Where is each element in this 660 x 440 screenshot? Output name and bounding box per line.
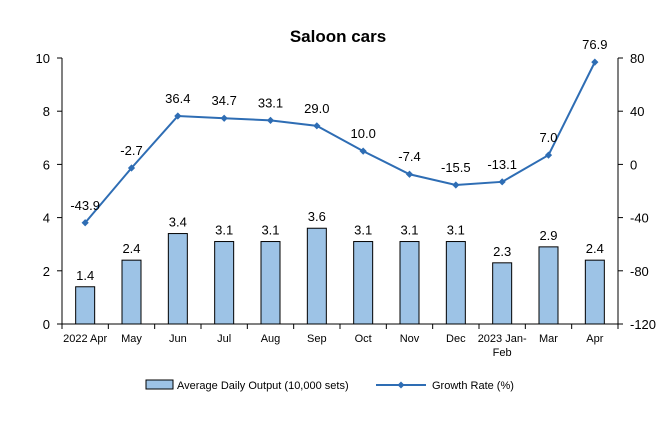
left-y-tick-label: 8 xyxy=(43,104,50,119)
line-data-label: 33.1 xyxy=(258,95,283,110)
bar-average-daily-output xyxy=(260,241,281,325)
bar-data-label: 3.1 xyxy=(400,223,418,238)
bar-data-label: 2.4 xyxy=(122,241,140,256)
right-y-tick-label: 40 xyxy=(630,104,644,119)
x-tick-label: Jul xyxy=(217,333,231,345)
growth-rate-point xyxy=(81,219,89,227)
bar-data-label: 3.6 xyxy=(308,209,326,224)
legend-bar-swatch xyxy=(145,379,174,390)
left-y-tick-label: 0 xyxy=(43,317,50,332)
right-y-tick-label: -120 xyxy=(630,317,656,332)
x-tick-label: Aug xyxy=(261,333,281,345)
growth-rate-point xyxy=(544,151,553,159)
growth-rate-point xyxy=(498,178,506,186)
line-data-label: 7.0 xyxy=(539,130,557,145)
bar-average-daily-output xyxy=(306,227,327,325)
x-tick-label: Mar xyxy=(539,333,558,345)
x-tick-label: Oct xyxy=(355,333,372,345)
growth-rate-point xyxy=(405,170,414,178)
bar-average-daily-output xyxy=(584,259,605,325)
bar-data-label: 2.4 xyxy=(586,241,604,256)
line-data-label: -7.4 xyxy=(398,149,420,164)
growth-rate-point xyxy=(313,122,321,130)
growth-rate-point xyxy=(266,116,275,124)
left-y-tick-label: 2 xyxy=(43,264,50,279)
line-data-label: -15.5 xyxy=(441,160,471,175)
line-data-label: 36.4 xyxy=(165,91,190,106)
bar-average-daily-output xyxy=(167,233,188,325)
bar-average-daily-output xyxy=(538,246,559,325)
x-tick-label: Nov xyxy=(400,333,420,345)
x-tick-label: 2023 Jan-Feb xyxy=(478,333,527,359)
bar-data-label: 3.1 xyxy=(447,223,465,238)
bar-average-daily-output xyxy=(445,241,466,325)
left-y-tick-label: 6 xyxy=(43,157,50,172)
x-tick-label: Apr xyxy=(586,333,603,345)
x-tick-label: Jun xyxy=(169,333,187,345)
chart-title: Saloon cars xyxy=(290,27,386,46)
right-y-tick-label: -40 xyxy=(630,211,649,226)
bar-data-label: 1.4 xyxy=(76,268,94,283)
left-y-tick-label: 4 xyxy=(43,211,50,226)
x-tick-label: Sep xyxy=(307,333,327,345)
left-y-tick-label: 10 xyxy=(36,51,50,66)
bar-data-label: 3.1 xyxy=(261,223,279,238)
right-y-tick-label: 80 xyxy=(630,51,644,66)
growth-rate-point xyxy=(174,112,182,120)
legend-line-marker xyxy=(397,381,405,389)
x-tick-label: May xyxy=(121,333,142,345)
x-tick-label: 2022 Apr xyxy=(63,333,107,345)
line-data-label: -2.7 xyxy=(120,143,142,158)
growth-rate-point xyxy=(127,164,136,172)
right-y-tick-label: 0 xyxy=(630,157,637,172)
line-data-label: 29.0 xyxy=(304,101,329,116)
growth-rate-point xyxy=(359,147,367,155)
legend-line-label: Growth Rate (%) xyxy=(432,380,514,392)
growth-rate-point xyxy=(220,114,228,122)
x-tick-label: Dec xyxy=(446,333,466,345)
right-y-tick-label: -80 xyxy=(630,264,649,279)
bar-data-label: 2.3 xyxy=(493,244,511,259)
bar-average-daily-output xyxy=(353,241,374,325)
growth-rate-line xyxy=(84,61,596,224)
line-data-label: 76.9 xyxy=(582,37,607,52)
growth-rate-point xyxy=(452,181,460,189)
line-data-label: 34.7 xyxy=(212,93,237,108)
bar-average-daily-output xyxy=(214,241,235,325)
growth-rate-point xyxy=(591,58,599,66)
bar-data-label: 3.1 xyxy=(215,223,233,238)
legend-bar-label: Average Daily Output (10,000 sets) xyxy=(177,380,349,392)
bar-average-daily-output xyxy=(399,241,420,325)
bar-average-daily-output xyxy=(121,259,142,325)
line-data-label: 10.0 xyxy=(351,126,376,141)
bar-data-label: 2.9 xyxy=(539,228,557,243)
line-data-label: -13.1 xyxy=(487,157,517,172)
bar-average-daily-output xyxy=(492,262,513,325)
bar-data-label: 3.4 xyxy=(169,215,187,230)
bar-data-label: 3.1 xyxy=(354,223,372,238)
bar-average-daily-output xyxy=(75,286,96,325)
line-data-label: -43.9 xyxy=(70,198,100,213)
